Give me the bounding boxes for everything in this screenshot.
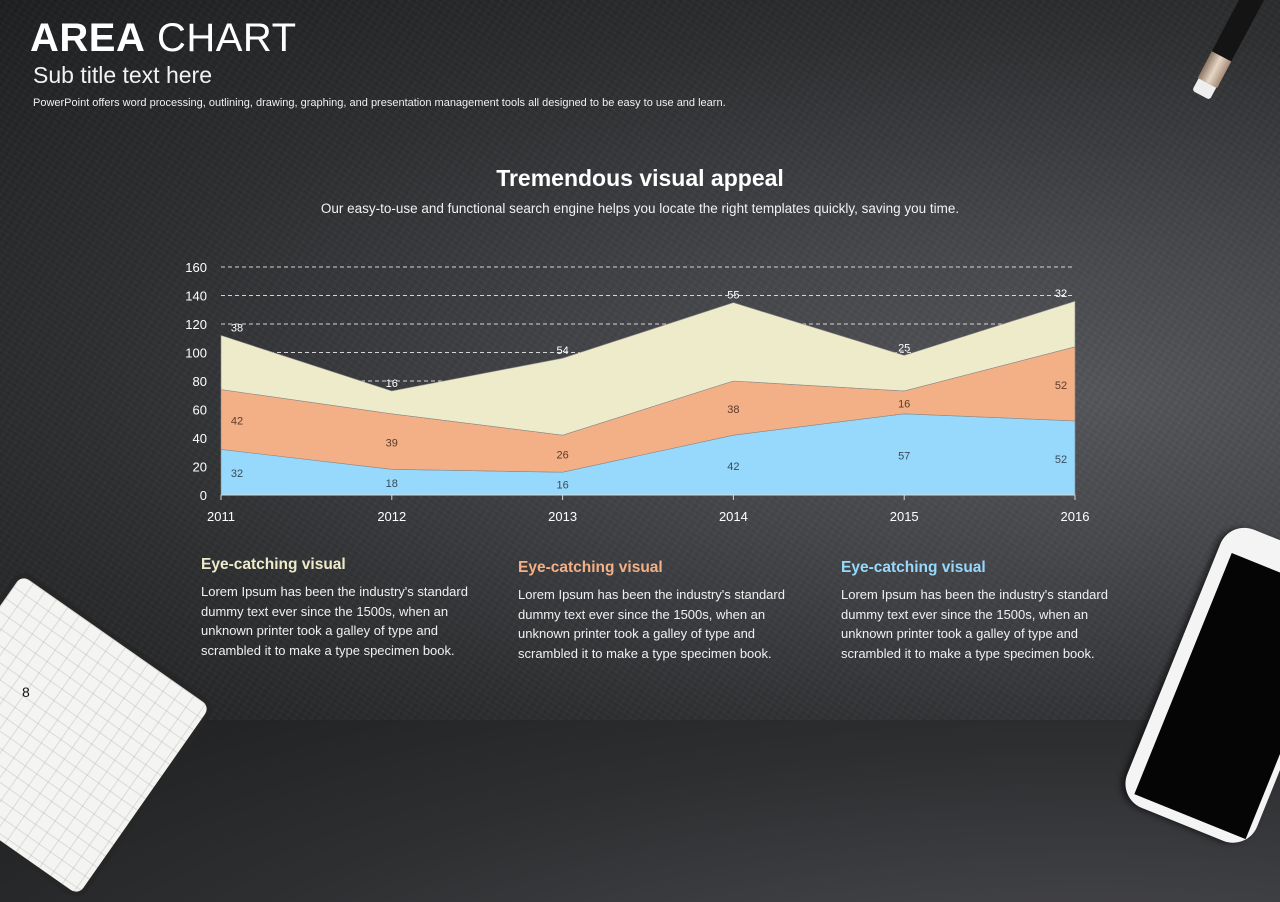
data-label: 32 [231,468,243,480]
info-column-body: Lorem Ipsum has been the industry's stan… [201,584,468,658]
info-column-heading: Eye-catching visual [518,559,663,576]
info-column-heading: Eye-catching visual [201,556,346,573]
y-tick-label: 140 [185,289,207,304]
data-label: 42 [727,461,739,473]
y-tick-label: 100 [185,346,207,361]
y-tick-label: 60 [193,403,207,418]
page-number: 8 [22,684,30,700]
x-tick-label: 2011 [207,509,235,524]
info-column-3: Eye-catching visual Lorem Ipsum has been… [841,559,1131,663]
data-label: 39 [386,438,398,450]
data-label: 32 [1055,288,1067,300]
data-label: 54 [556,345,568,357]
area-series-3 [220,300,1076,436]
x-tick-label: 2014 [719,509,748,524]
data-label: 55 [727,290,739,302]
info-column-heading: Eye-catching visual [841,559,986,576]
info-column-1: Eye-catching visual Lorem Ipsum has been… [201,556,491,660]
y-tick-label: 160 [185,260,207,275]
x-tick-label: 2013 [548,509,577,524]
chart-subtitle: Our easy-to-use and functional search en… [320,201,960,216]
data-label: 52 [1055,454,1067,466]
x-tick-label: 2016 [1061,509,1090,524]
y-tick-label: 0 [200,488,207,503]
y-tick-label: 80 [193,374,207,389]
slide-subtitle: Sub title text here [33,62,212,88]
data-label: 42 [231,415,243,427]
data-label: 26 [556,450,568,462]
y-tick-label: 20 [193,460,207,475]
data-label: 18 [386,478,398,490]
y-tick-label: 40 [193,431,207,446]
area-chart: 0 20 40 60 80 100 120 140 160 2011 2012 2013 2014 201… [185,260,1090,524]
x-tick-label: 2012 [377,509,406,524]
data-label: 57 [898,450,910,462]
slide-title-bold: AREA [30,16,146,60]
data-label: 16 [386,378,398,390]
info-column-2: Eye-catching visual Lorem Ipsum has been… [518,559,808,663]
y-tick-label: 120 [185,317,207,332]
data-label: 16 [898,398,910,410]
data-label: 38 [727,404,739,416]
slide-title: AREA CHART [30,14,297,62]
info-column-body: Lorem Ipsum has been the industry's stan… [518,587,785,661]
data-label: 16 [556,480,568,492]
x-tick-label: 2015 [890,509,919,524]
slide-description: PowerPoint offers word processing, outli… [33,97,726,109]
slide-title-light: CHART [156,16,297,60]
data-label: 38 [231,322,243,334]
chart-title: Tremendous visual appeal [496,165,784,191]
info-column-body: Lorem Ipsum has been the industry's stan… [841,587,1108,661]
data-label: 25 [898,342,910,354]
data-label: 52 [1055,380,1067,392]
